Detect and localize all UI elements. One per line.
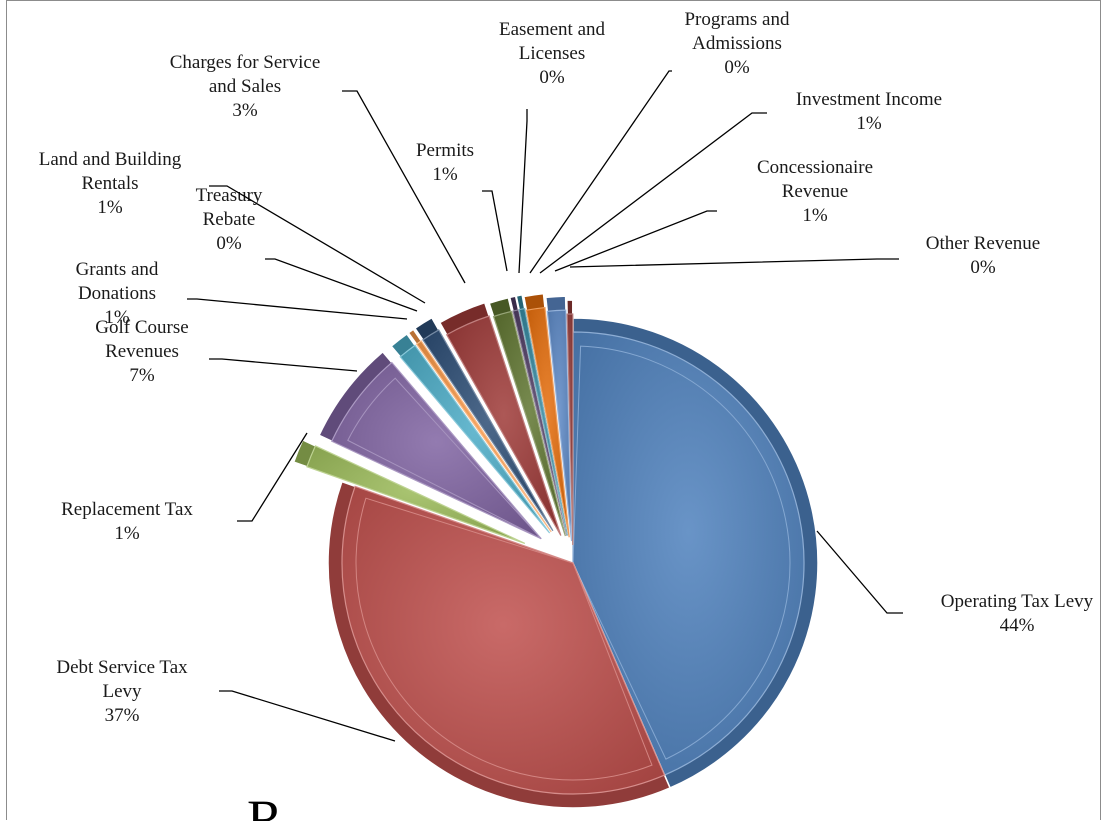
chart-title-fragment: R [247,789,283,821]
pie-slice [572,331,805,776]
slice-percent: 1% [856,113,882,134]
pie-slice-inner-edge [572,345,791,760]
slice-label: Charges for Service and Sales 3% [170,52,321,121]
slice-label: Grants and Donations 1% [76,259,159,328]
leader-line [219,690,396,742]
slice-label: Programs and Admissions 0% [684,9,790,78]
slice-label: Replacement Tax 1% [61,499,193,544]
pie-slice [422,329,554,532]
slice-label: Permits 1% [416,140,474,185]
leader-line [539,112,767,274]
leader-line [209,358,358,372]
pie-slice-inner-edge [355,497,653,781]
slice-percent: 0% [970,257,996,278]
pie-slice-group [327,480,672,809]
slice-percent: 3% [232,100,258,121]
leader-line [237,432,308,522]
slice-percent: 0% [216,233,242,254]
leader-line [209,185,426,304]
chart-frame: Operating Tax Levy 44% Debt Service Tax Lev… [6,0,1101,821]
leader-line [518,109,528,274]
slice-percent: 1% [114,523,140,544]
pie-slice-group [413,316,554,532]
slice-label: Investment Income 1% [796,89,942,134]
slice-label: Operating Tax Levy 44% [941,591,1094,636]
pie-slice-group [522,292,570,538]
leader-line [529,70,672,274]
leader-line [554,210,717,272]
pie-slice [566,313,574,546]
pie-slice-group [318,350,542,540]
leader-line [482,190,508,272]
slice-label: Golf Course Revenues 7% [95,317,188,386]
pie-slice [341,485,666,795]
slice-percent: 0% [539,67,565,88]
pie-slice-group [488,296,567,537]
slice-percent: 1% [802,205,828,226]
leader-line [265,258,418,312]
slice-percent: 44% [1000,615,1035,636]
leader-line [342,90,466,284]
leader-line [187,298,408,320]
pie-slice [415,340,552,533]
pie-slice-group [515,293,569,536]
pie-slice [445,315,562,536]
pie-slice-group [407,328,552,533]
pie-slice-group [438,301,562,536]
slice-percent: 1% [432,164,458,185]
slice-label: Easement and Licenses 0% [499,19,606,88]
slice-label: Concessionaire Revenue 1% [757,157,873,226]
slice-percent: 37% [105,705,140,726]
slice-percent: 7% [129,365,155,386]
pie-slice [525,306,570,538]
slice-label: Land and Building Rentals 1% [39,149,182,218]
slice-label: Debt Service Tax Levy 37% [56,657,188,726]
pie-slice-group [390,332,551,534]
leader-line [569,258,899,268]
slice-label: Treasury Rebate 0% [196,185,263,254]
pie-slice [492,310,566,537]
pie-slice [546,309,573,542]
pie-slice-group [572,317,819,789]
pie-chart: Operating Tax Levy 44% Debt Service Tax Lev… [39,9,1094,821]
leader-line [816,530,903,614]
pie-slice [399,344,551,534]
slice-label: Other Revenue 0% [926,233,1040,278]
slice-percent: 1% [104,307,130,328]
pie-slice-inner-edge [347,377,542,540]
slice-percent: 1% [97,197,123,218]
slice-percent: 0% [724,57,750,78]
pie-slice [518,307,569,536]
pie-slice-group [544,295,573,542]
pie-slice [306,445,526,544]
pie-slice [330,361,542,540]
pie-slice-group [566,299,574,546]
